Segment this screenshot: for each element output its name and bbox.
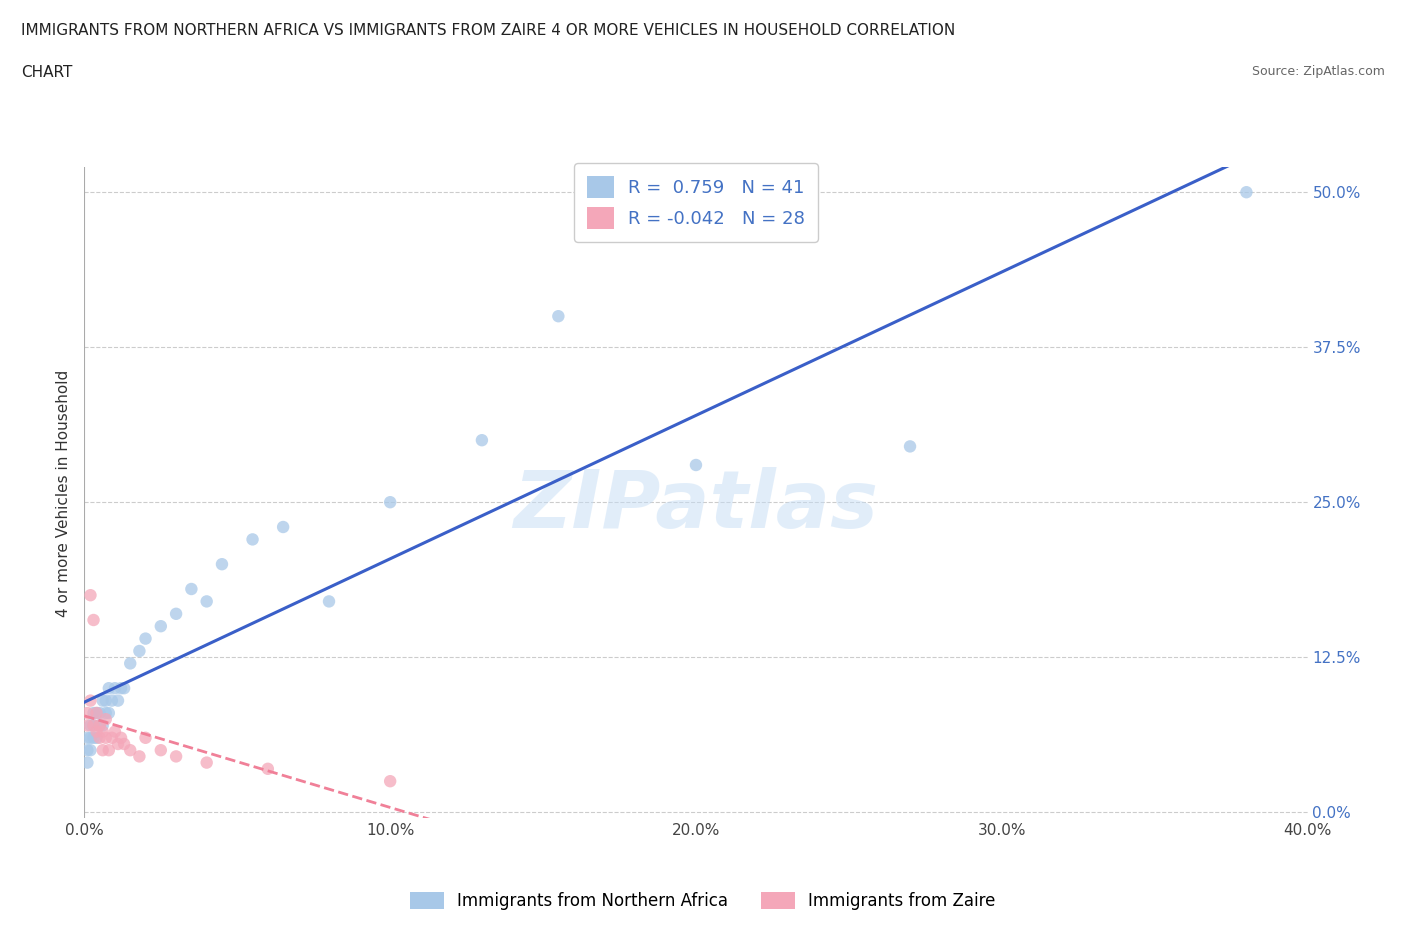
Point — [94, 711, 117, 726]
Point — [86, 724, 108, 739]
Point — [471, 432, 494, 447]
Point — [898, 439, 921, 454]
Point — [94, 706, 117, 721]
Point — [89, 706, 111, 721]
Point — [120, 743, 142, 758]
Point — [128, 749, 150, 764]
Point — [195, 755, 218, 770]
Point — [165, 749, 187, 764]
Point — [271, 520, 294, 535]
Point — [547, 309, 569, 324]
Point — [135, 631, 157, 646]
Legend: R =  0.759   N = 41, R = -0.042   N = 28: R = 0.759 N = 41, R = -0.042 N = 28 — [574, 164, 818, 242]
Point — [101, 693, 124, 708]
Point — [86, 706, 108, 721]
Point — [135, 730, 157, 745]
Point — [91, 718, 114, 733]
Point — [112, 681, 135, 696]
Point — [83, 706, 105, 721]
Point — [104, 724, 127, 739]
Point — [83, 613, 105, 628]
Text: ZIPatlas: ZIPatlas — [513, 467, 879, 545]
Point — [76, 706, 98, 721]
Point — [112, 737, 135, 751]
Text: Source: ZipAtlas.com: Source: ZipAtlas.com — [1251, 65, 1385, 78]
Point — [101, 730, 124, 745]
Point — [79, 730, 101, 745]
Point — [685, 458, 707, 472]
Point — [97, 743, 120, 758]
Point — [79, 693, 101, 708]
Point — [104, 681, 127, 696]
Text: IMMIGRANTS FROM NORTHERN AFRICA VS IMMIGRANTS FROM ZAIRE 4 OR MORE VEHICLES IN H: IMMIGRANTS FROM NORTHERN AFRICA VS IMMIG… — [21, 23, 955, 38]
Point — [242, 532, 264, 547]
Point — [79, 743, 101, 758]
Point — [380, 495, 402, 510]
Point — [86, 706, 108, 721]
Point — [86, 730, 108, 745]
Point — [91, 724, 114, 739]
Point — [89, 718, 111, 733]
Point — [318, 594, 340, 609]
Point — [94, 730, 117, 745]
Point — [79, 718, 101, 733]
Point — [195, 594, 218, 609]
Point — [149, 618, 172, 633]
Point — [89, 718, 111, 733]
Point — [120, 656, 142, 671]
Point — [91, 693, 114, 708]
Point — [91, 743, 114, 758]
Point — [83, 730, 105, 745]
Point — [97, 681, 120, 696]
Legend: Immigrants from Northern Africa, Immigrants from Zaire: Immigrants from Northern Africa, Immigra… — [404, 885, 1002, 917]
Point — [89, 730, 111, 745]
Point — [97, 706, 120, 721]
Point — [107, 737, 129, 751]
Point — [94, 693, 117, 708]
Y-axis label: 4 or more Vehicles in Household: 4 or more Vehicles in Household — [56, 369, 72, 617]
Point — [76, 718, 98, 733]
Point — [76, 730, 98, 745]
Point — [1236, 185, 1258, 200]
Point — [76, 755, 98, 770]
Text: CHART: CHART — [21, 65, 73, 80]
Point — [128, 644, 150, 658]
Point — [211, 557, 233, 572]
Point — [83, 718, 105, 733]
Point — [76, 743, 98, 758]
Point — [257, 762, 280, 777]
Point — [83, 718, 105, 733]
Point — [110, 681, 132, 696]
Point — [79, 588, 101, 603]
Point — [149, 743, 172, 758]
Point — [165, 606, 187, 621]
Point — [107, 693, 129, 708]
Point — [180, 581, 202, 596]
Point — [110, 730, 132, 745]
Point — [380, 774, 402, 789]
